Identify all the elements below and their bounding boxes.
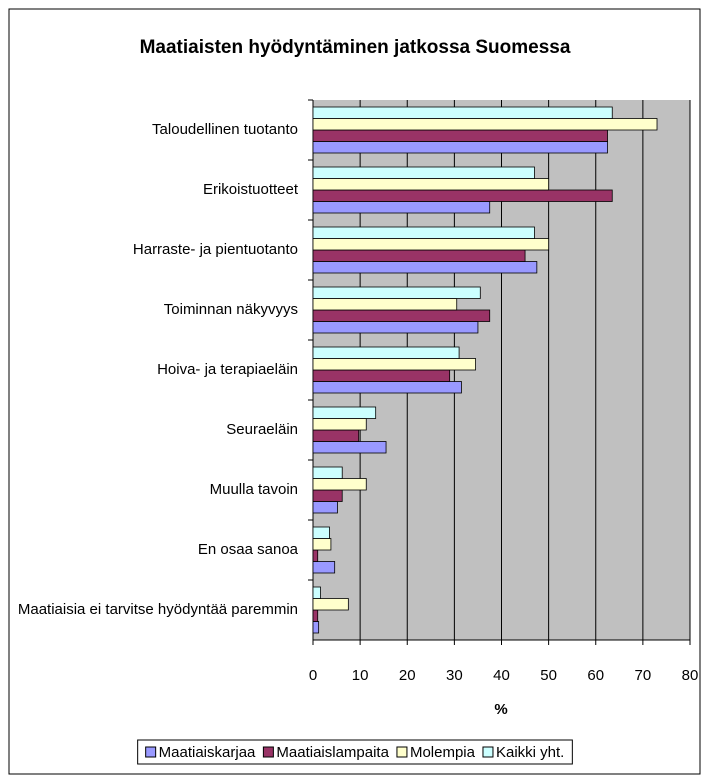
bar [312,418,367,431]
bar [312,226,535,239]
y-tick-label: Toiminnan näkyvyys [163,301,298,318]
x-tick-label: 20 [399,667,416,684]
bar [312,478,367,491]
legend-swatch [482,746,494,758]
x-tick-label: 40 [493,667,510,684]
bar [312,178,550,191]
bar [312,466,343,479]
bar [312,441,387,454]
bar [312,549,319,562]
bar [312,381,462,394]
x-tick-label: 80 [682,667,699,684]
x-tick-label: 30 [446,667,463,684]
bar [312,358,476,371]
y-tick-label: Erikoistuotteet [202,181,298,198]
y-tick-label: En osaa sanoa [197,541,298,558]
bar [312,621,320,634]
bar [312,538,332,551]
bar [312,298,458,311]
bar [312,249,526,262]
x-axis-label: % [494,701,507,718]
y-tick-label: Harraste- ja pientuotanto [132,241,298,258]
y-tick-label: Muulla tavoin [209,481,298,498]
bar [312,286,481,299]
bar [312,141,608,154]
bar [312,346,460,359]
legend-border [137,739,573,765]
legend-swatch [396,746,408,758]
legend-label: Maatiaislampaita [276,744,389,761]
y-tick-label: Maatiaisia ei tarvitse hyödyntää paremmi… [17,601,298,618]
bar [312,526,330,539]
chart-title: Maatiaisten hyödyntäminen jatkossa Suome… [140,37,571,58]
x-tick-label: 0 [309,667,317,684]
bar [312,118,658,131]
x-tick-label: 70 [635,667,652,684]
bar [312,609,319,622]
y-tick-label: Hoiva- ja terapiaeläin [157,361,298,378]
bar [312,309,491,322]
legend: Maatiaiskarjaa Maatiaislampaita Molempia Ka… [137,739,573,765]
bar [312,189,613,202]
x-tick-label: 10 [352,667,369,684]
bar [312,406,377,419]
y-tick-label: Seuraeläin [226,421,298,438]
legend-label: Kaikki yht. [496,744,564,761]
y-tick-label: Taloudellinen tuotanto [152,121,298,138]
legend-label: Maatiaiskarjaa [159,744,256,761]
bar [312,489,343,502]
bar [312,238,550,251]
legend-swatch [145,746,157,758]
bar [312,201,491,214]
bar [312,106,613,119]
bar [312,166,535,179]
legend-swatch [262,746,274,758]
bar [312,321,479,334]
legend-label: Molempia [410,744,476,761]
bar [312,429,360,442]
x-tick-label: 50 [540,667,557,684]
bar [312,501,338,514]
bar [312,561,336,574]
bar [312,586,321,599]
bar [312,369,451,382]
bar [312,598,349,611]
x-tick-label: 60 [587,667,604,684]
bar [312,261,538,274]
bar [312,129,608,142]
